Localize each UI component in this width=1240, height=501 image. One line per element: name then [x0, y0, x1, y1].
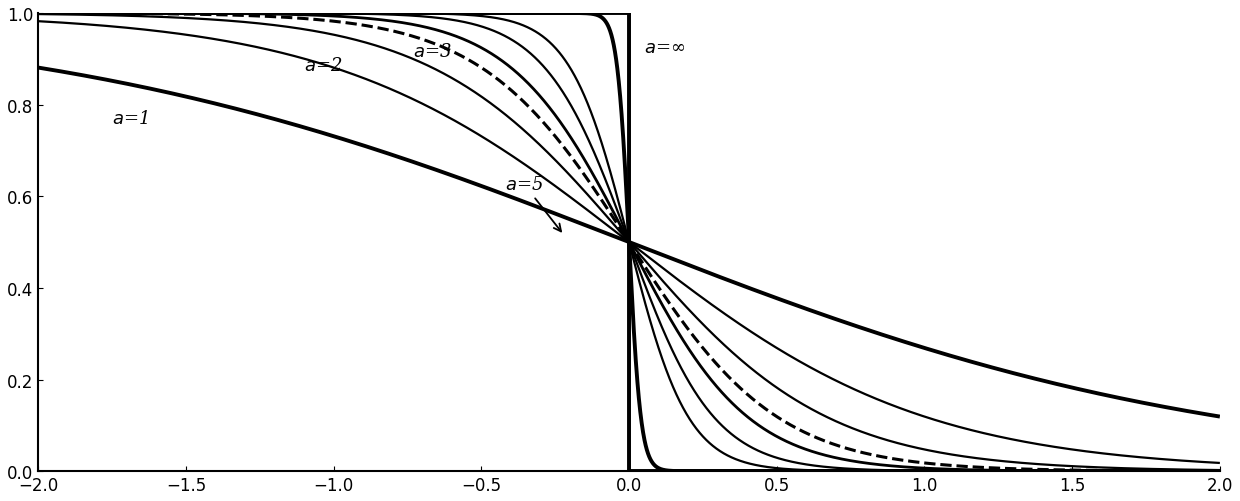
- Text: $a$=5: $a$=5: [505, 176, 560, 232]
- Text: $a$=3: $a$=3: [413, 44, 453, 61]
- Text: $a$=1: $a$=1: [112, 110, 148, 128]
- Text: $a$=2: $a$=2: [304, 57, 342, 75]
- Text: $a$=∞: $a$=∞: [644, 39, 684, 57]
